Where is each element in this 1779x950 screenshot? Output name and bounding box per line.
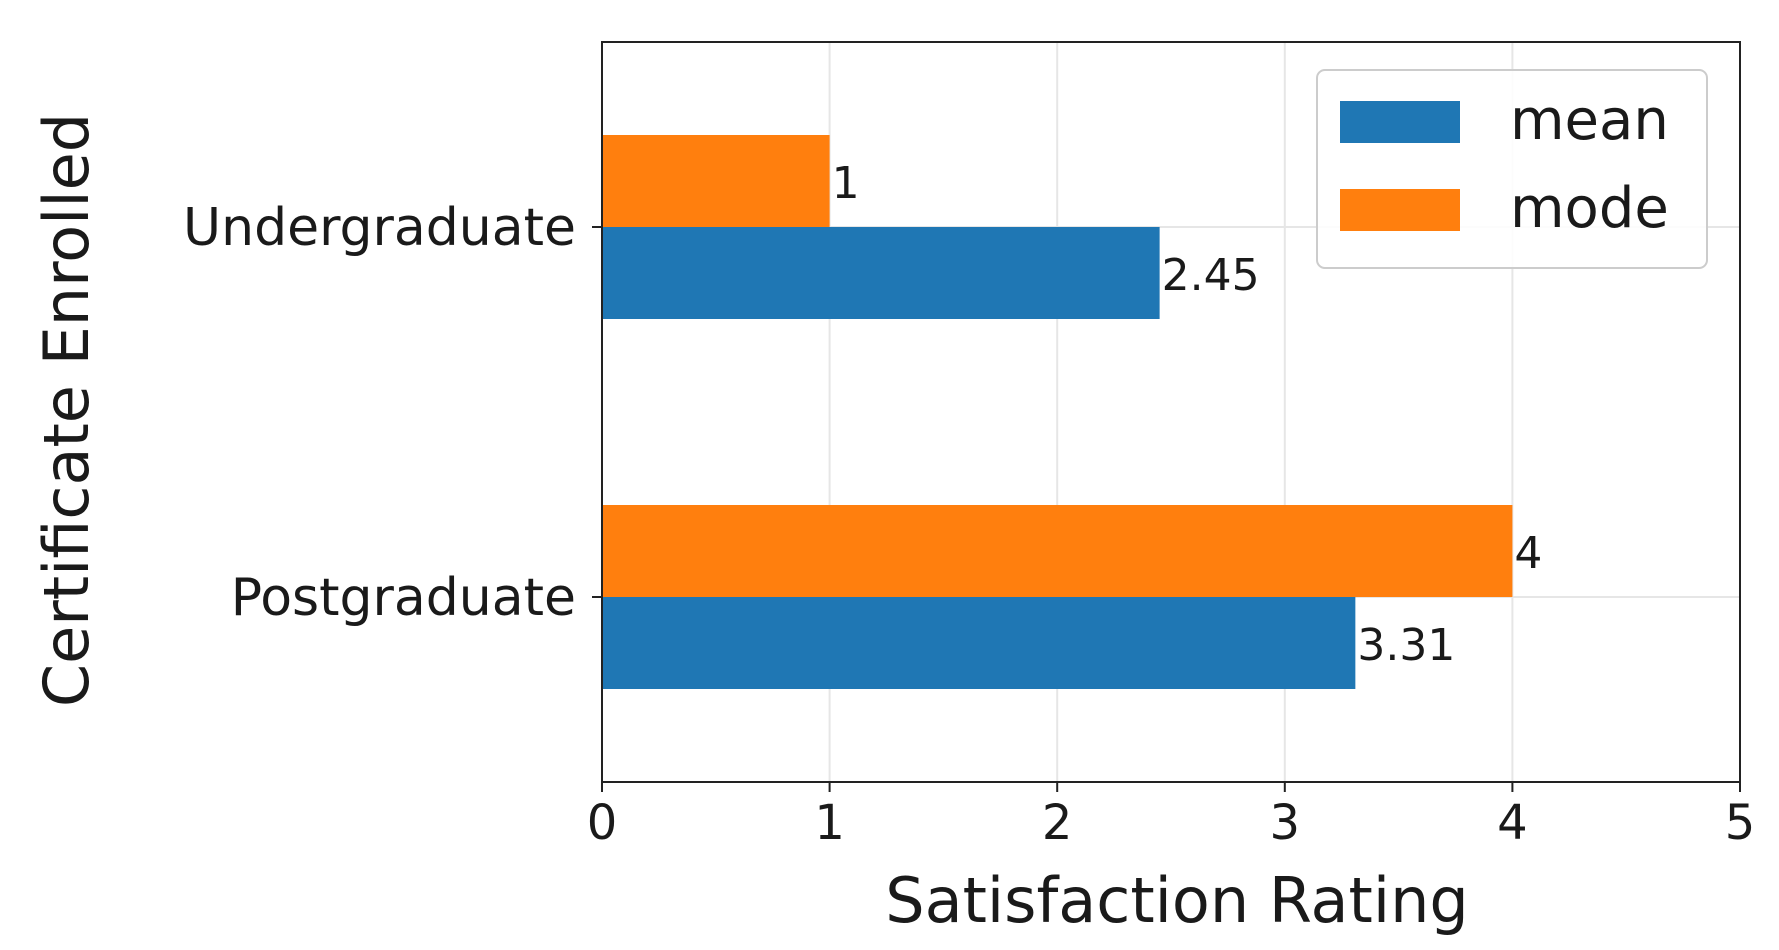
data-labels: 1 2.45 4 3.31 (832, 158, 1543, 671)
y-axis-label: Certificate Enrolled (30, 113, 103, 707)
x-tick-label: 1 (814, 795, 845, 851)
legend-swatch-mode (1340, 189, 1460, 231)
data-label-mode-undergraduate: 1 (832, 158, 860, 209)
data-label-mean-undergraduate: 2.45 (1162, 250, 1260, 301)
y-tick-label: Undergraduate (183, 198, 576, 258)
x-tick-label: 3 (1270, 795, 1301, 851)
x-tick-label: 2 (1042, 795, 1073, 851)
y-tick-label: Postgraduate (231, 568, 576, 628)
axes: 0 1 2 3 4 5 Undergraduate Postgraduate (183, 198, 1755, 851)
plot-frame (601, 41, 1741, 783)
x-tick-label: 0 (587, 795, 618, 851)
data-label-mode-postgraduate: 4 (1514, 528, 1542, 579)
legend-swatch-mean (1340, 101, 1460, 143)
bars (602, 135, 1513, 689)
bar-mode-postgraduate (602, 505, 1513, 597)
legend-label-mean: mean (1510, 88, 1669, 153)
bar-mode-undergraduate (602, 135, 830, 227)
x-tick-label: 4 (1497, 795, 1528, 851)
legend-label-mode: mode (1510, 176, 1669, 241)
data-label-mean-postgraduate: 3.31 (1357, 620, 1455, 671)
x-tick-label: 5 (1725, 795, 1756, 851)
bar-mean-postgraduate (602, 597, 1356, 689)
bar-mean-undergraduate (602, 227, 1160, 319)
legend: mean mode (1316, 69, 1708, 269)
x-axis-label: Satisfaction Rating (885, 864, 1468, 937)
